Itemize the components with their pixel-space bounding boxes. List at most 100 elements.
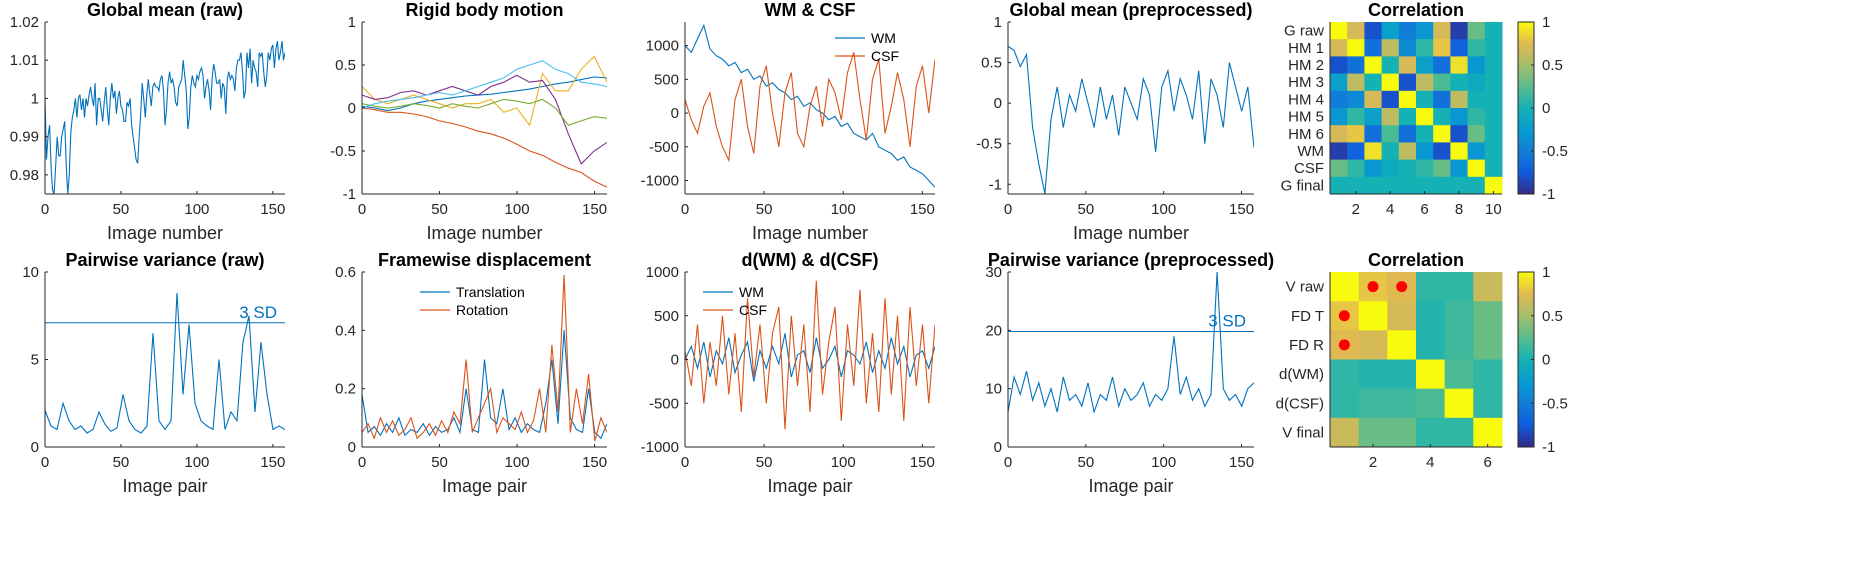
heatmap-cell	[1398, 125, 1417, 143]
heatmap-cell	[1330, 272, 1360, 302]
x-axis-label: Image pair	[442, 476, 527, 496]
heatmap-cell	[1467, 73, 1486, 92]
heatmap-cell	[1347, 56, 1365, 75]
heatmap-cell	[1330, 125, 1348, 143]
y-tick-label: 0	[671, 352, 679, 369]
heatmap-cell	[1416, 301, 1446, 331]
y-tick-label: 0	[994, 439, 1002, 456]
heatmap-cell	[1433, 90, 1451, 109]
y-tick-label: 0	[348, 100, 356, 117]
significance-marker	[1367, 281, 1379, 293]
series-line-translation	[362, 330, 607, 440]
x-tick-label: 50	[1078, 454, 1095, 471]
y-tick-label: 1	[994, 14, 1002, 31]
colorbar-segment	[1518, 326, 1534, 330]
colorbar-segment	[1518, 433, 1534, 437]
colorbar-segment	[1518, 367, 1534, 371]
heatmap-cell	[1433, 39, 1451, 57]
heatmap-cell	[1473, 330, 1503, 360]
heatmap-cell	[1347, 39, 1365, 57]
row-label: HM 4	[1288, 91, 1324, 108]
heatmap-cell	[1484, 73, 1503, 92]
colorbar-segment	[1518, 40, 1534, 44]
colorbar-segment	[1518, 364, 1534, 369]
legend-entry: Translation	[456, 284, 525, 300]
heatmap-cell	[1484, 176, 1503, 195]
heatmap-cell	[1387, 330, 1417, 360]
y-tick-label: -1	[989, 176, 1002, 193]
row-label: WM	[1297, 143, 1324, 160]
colorbar-tick-label: -0.5	[1542, 395, 1568, 412]
colorbar-segment	[1518, 359, 1534, 363]
row-label: FD R	[1289, 337, 1324, 354]
colorbar-segment	[1518, 400, 1534, 404]
heatmap-cell	[1450, 56, 1469, 75]
heatmap-cell	[1347, 176, 1365, 195]
colorbar-segment	[1518, 419, 1534, 423]
heatmap-cell	[1467, 39, 1486, 57]
colorbar-segment	[1518, 378, 1534, 382]
colorbar-segment	[1518, 164, 1534, 168]
heatmap-cell	[1444, 359, 1474, 390]
colorbar-segment	[1518, 54, 1534, 58]
legend: WM CSF	[703, 284, 767, 318]
heatmap-cell	[1381, 159, 1400, 178]
x-tick-label: 100	[831, 454, 856, 471]
colorbar-segment	[1518, 343, 1534, 347]
x-tick-label: 50	[431, 201, 448, 218]
colorbar-tick-label: -0.5	[1542, 143, 1568, 160]
series-line-0	[1008, 45, 1254, 194]
colorbar-segment	[1518, 105, 1534, 109]
y-tick-label: 0	[671, 105, 679, 122]
colorbar-segment	[1518, 97, 1534, 101]
colorbar-segment	[1518, 169, 1534, 173]
y-tick-label: 0.4	[335, 322, 356, 339]
heatmap-cell	[1381, 108, 1400, 126]
panel-wm-csf: WM & CSF 0 50 100 150 -1000 -500 0 500 1000 Image …	[641, 0, 935, 243]
colorbar-segment	[1518, 145, 1534, 149]
colorbar-tick-label: -1	[1542, 439, 1555, 456]
heatmap-cell	[1347, 108, 1365, 126]
legend-entry: WM	[739, 284, 764, 300]
colorbar-segment	[1518, 444, 1534, 448]
heatmap-cell	[1364, 22, 1383, 40]
heatmap-cell	[1381, 39, 1400, 57]
colorbar-segment	[1518, 159, 1534, 163]
colorbar-segment	[1518, 43, 1534, 47]
x-tick-label: 150	[582, 201, 607, 218]
y-tick-label: 0.5	[981, 55, 1002, 72]
y-tick-label: 20	[985, 322, 1002, 339]
heatmap-cell	[1364, 142, 1383, 161]
heatmap-cell	[1381, 22, 1400, 40]
x-tick-label: 100	[184, 201, 209, 218]
x-tick-label: 100	[1151, 454, 1176, 471]
colorbar-segment	[1518, 172, 1534, 176]
colorbar-segment	[1518, 293, 1534, 298]
heatmap-cell	[1484, 159, 1503, 178]
heatmap-cell	[1450, 108, 1469, 126]
colorbar-segment	[1518, 299, 1534, 303]
heatmap-cell	[1484, 108, 1503, 126]
x-tick-label: 8	[1455, 201, 1463, 218]
colorbar-segment	[1518, 416, 1534, 421]
colorbar-tick-label: 0.5	[1542, 308, 1563, 325]
colorbar-segment	[1518, 384, 1534, 388]
heatmap-cell	[1330, 108, 1348, 126]
y-tick-label: 10	[22, 264, 39, 281]
chart-title: Pairwise variance (raw)	[65, 250, 264, 270]
colorbar-segment	[1518, 183, 1534, 187]
heatmap-cell	[1473, 359, 1503, 390]
x-tick-label: 100	[505, 454, 530, 471]
chart-title: Global mean (preprocessed)	[1009, 0, 1252, 20]
heatmap-cell	[1358, 330, 1388, 360]
heatmap-cell	[1416, 39, 1434, 57]
heatmap-cell	[1433, 56, 1451, 75]
colorbar-segment	[1518, 108, 1534, 112]
colorbar-segment	[1518, 78, 1534, 82]
x-tick-label: 0	[1004, 454, 1012, 471]
heatmap-cell	[1416, 330, 1446, 360]
heatmap-cell	[1450, 73, 1469, 92]
heatmap-cell	[1484, 142, 1503, 161]
heatmap-cell	[1416, 73, 1434, 92]
